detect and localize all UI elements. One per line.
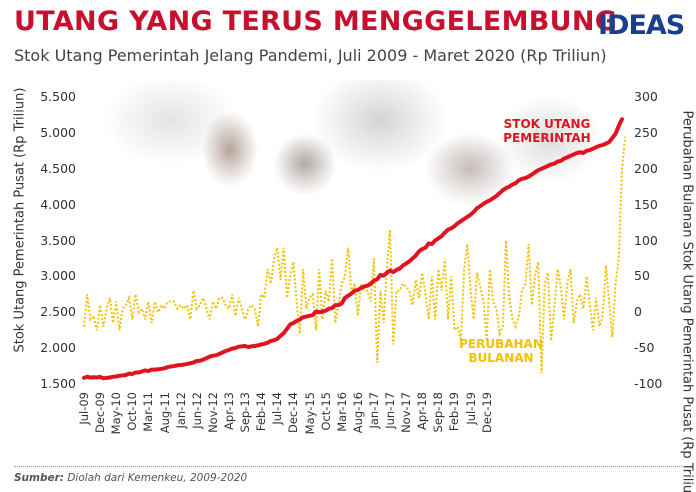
right-tick-label: 150	[634, 196, 658, 212]
left-tick-label: 5.500	[40, 89, 76, 104]
left-tick-label: 2.000	[40, 340, 76, 356]
left-tick-label: 4.500	[40, 160, 76, 176]
right-tick-label: 200	[634, 160, 658, 176]
ideas-logo: IDEAS	[598, 10, 685, 41]
left-tick-label: 3.000	[40, 268, 76, 284]
change-annotation: PERUBAHAN BULANAN	[446, 337, 556, 365]
right-tick-label: 300	[634, 89, 658, 104]
chart-title: UTANG YANG TERUS MENGGELEMBUNG	[14, 6, 618, 37]
right-tick-label: 0	[634, 304, 642, 320]
stock-annotation: STOK UTANG PEMERINTAH	[492, 117, 602, 145]
right-tick-label: -100	[634, 376, 663, 391]
source-note: Sumber: Diolah dari Kemenkeu, 2009-2020	[14, 472, 247, 484]
stock-annotation-line1: STOK UTANG	[503, 117, 591, 131]
change-annotation-line1: PERUBAHAN	[459, 337, 543, 351]
left-tick-label: 1.500	[40, 376, 76, 391]
right-tick-label: 50	[634, 268, 650, 284]
left-tick-label: 4.000	[40, 196, 76, 212]
right-tick-label: 250	[634, 124, 658, 140]
left-tick-label: 2.500	[40, 304, 76, 320]
left-tick-label: 5.000	[40, 124, 76, 140]
change-annotation-line2: BULANAN	[468, 351, 534, 365]
right-tick-label: -50	[634, 340, 655, 356]
footer-separator	[14, 466, 682, 467]
right-tick-label: 100	[634, 232, 658, 248]
chart-subtitle: Stok Utang Pemerintah Jelang Pandemi, Ju…	[14, 46, 607, 65]
stock-annotation-line2: PEMERINTAH	[503, 131, 591, 145]
source-label: Sumber:	[14, 472, 64, 484]
series-line-perubahan-bulanan	[83, 136, 627, 374]
series-line-stok-utang	[82, 117, 624, 381]
left-tick-label: 3.500	[40, 232, 76, 248]
source-text: Diolah dari Kemenkeu, 2009-2020	[67, 472, 248, 484]
